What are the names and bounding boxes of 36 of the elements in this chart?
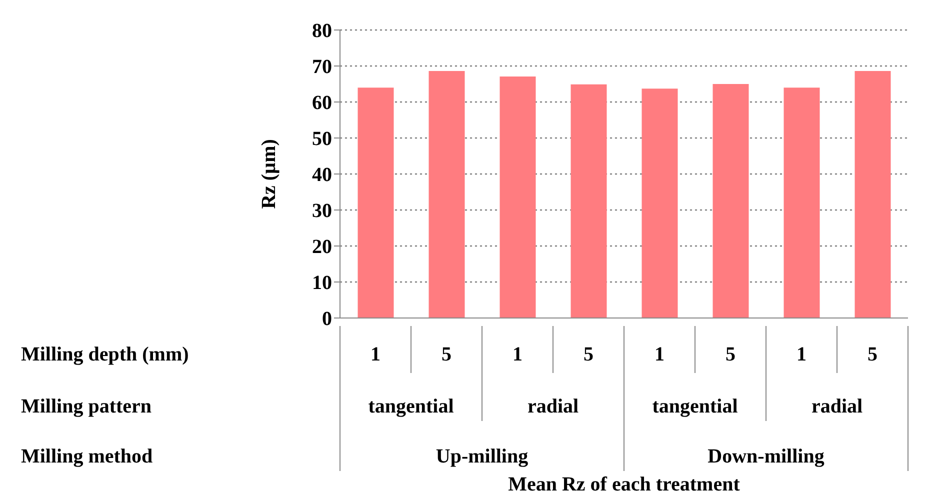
bar <box>500 76 536 318</box>
y-tick-label: 60 <box>312 92 332 114</box>
x-tick-label: 1 <box>370 344 380 366</box>
y-axis-title: Rz (µm) <box>258 139 280 209</box>
x-tick-label: 1 <box>512 344 522 366</box>
y-tick-label: 10 <box>312 272 332 294</box>
text: radial <box>527 396 579 418</box>
bar <box>854 71 891 318</box>
x-tick-label: 5 <box>442 344 452 366</box>
text: radial <box>811 396 863 418</box>
text: Mean Rz of each treatment <box>508 474 740 496</box>
y-tick-label: 20 <box>312 236 332 258</box>
y-tick-label: 50 <box>312 128 332 150</box>
text: Milling pattern <box>21 396 152 418</box>
text: Milling method <box>21 446 153 468</box>
bar <box>358 88 394 318</box>
x-tick-label: 1 <box>796 344 806 366</box>
y-tick-label: 70 <box>312 56 332 78</box>
text: tangential <box>652 396 738 418</box>
x-tick-label: 5 <box>868 344 878 366</box>
bar <box>784 88 820 318</box>
bar <box>570 84 607 318</box>
y-tick-label: 0 <box>322 308 332 330</box>
bar <box>712 84 749 318</box>
y-tick-label: 30 <box>312 200 332 222</box>
bar <box>642 88 678 318</box>
y-tick-label: 80 <box>312 20 332 42</box>
x-tick-label: 1 <box>654 344 664 366</box>
y-tick-label: 40 <box>312 164 332 186</box>
bar <box>428 71 465 318</box>
text: Milling depth (mm) <box>21 344 189 366</box>
x-tick-label: 5 <box>726 344 736 366</box>
text: Down-milling <box>708 446 824 468</box>
x-tick-label: 5 <box>584 344 594 366</box>
text: Up-milling <box>436 446 528 468</box>
text: tangential <box>368 396 454 418</box>
